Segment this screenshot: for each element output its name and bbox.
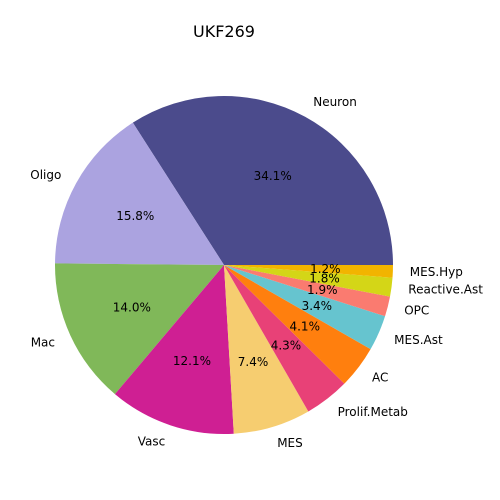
slice-label-neuron: Neuron: [313, 95, 357, 109]
percent-label-oligo: 15.8%: [116, 209, 154, 223]
slice-labels: Neuron Oligo Mac Vasc MES Prolif.Metab AC MES.A…: [30, 95, 483, 450]
slice-label-mac: Mac: [31, 335, 55, 349]
slice-label-mes-ast: MES.Ast: [394, 333, 443, 347]
slice-label-vasc: Vasc: [138, 434, 165, 448]
percent-label-neuron: 34.1%: [254, 169, 292, 183]
pie-slice-mes-ast: [224, 265, 386, 350]
pie-slice-reactive-ast: [224, 265, 393, 297]
pie-slice-oligo: [55, 122, 224, 265]
pie-slice-ac: [224, 265, 371, 384]
slice-label-mes-hyp: MES.Hyp: [410, 265, 463, 279]
slice-label-reactive-ast: Reactive.Ast: [408, 282, 483, 296]
pie-slice-prolif-metab: [224, 265, 345, 412]
chart-title: UKF269: [193, 22, 255, 41]
percent-label-mac: 14.0%: [113, 300, 151, 314]
percent-label-reactive-ast: 1.8%: [309, 271, 340, 285]
pie-slices: [55, 96, 393, 434]
percent-label-mes-hyp: 1.2%: [310, 262, 341, 276]
pie-slice-mac: [55, 263, 225, 395]
pie-slice-mes-hyp: [224, 265, 393, 278]
pie-slice-mes: [224, 265, 309, 434]
slice-label-oligo: Oligo: [30, 168, 61, 182]
pie-slice-opc: [224, 265, 391, 317]
percent-label-vasc: 12.1%: [173, 354, 211, 368]
slice-label-ac: AC: [372, 370, 388, 384]
slice-label-opc: OPC: [404, 304, 429, 318]
percent-label-prolif-metab: 4.3%: [271, 338, 302, 352]
percent-label-mes-ast: 3.4%: [302, 299, 333, 313]
percent-labels: 34.1% 15.8% 14.0% 12.1% 7.4%4.3% 4.1% 3.4% 1.9%…: [113, 169, 341, 369]
percent-label-opc: 1.9%: [307, 283, 338, 297]
slice-label-mes: MES: [277, 436, 303, 450]
percent-label-mes: 7.4%: [238, 355, 269, 369]
pie-slice-neuron: [132, 96, 393, 265]
percent-label-ac: 4.1%: [289, 319, 320, 333]
pie-slice-vasc: [114, 265, 234, 434]
slice-label-prolif-metab: Prolif.Metab: [338, 405, 408, 419]
